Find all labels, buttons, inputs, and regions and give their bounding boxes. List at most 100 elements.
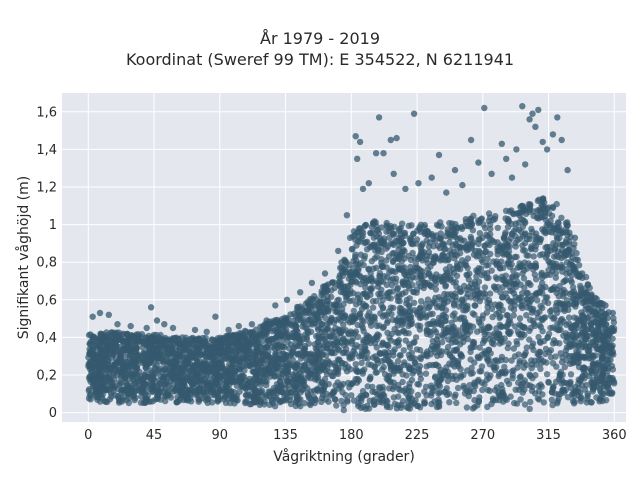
- data-point: [330, 389, 337, 397]
- data-point: [489, 216, 497, 224]
- data-point: [452, 391, 459, 398]
- data-point: [598, 313, 606, 320]
- data-point: [541, 272, 548, 279]
- data-point-outlier: [475, 159, 482, 166]
- data-point: [401, 307, 408, 315]
- data-point: [524, 381, 531, 388]
- data-point: [479, 386, 486, 394]
- data-point: [252, 398, 259, 406]
- data-point: [498, 392, 505, 399]
- data-point: [504, 223, 512, 231]
- data-point: [599, 336, 606, 343]
- data-point: [180, 396, 188, 404]
- data-point: [534, 297, 541, 304]
- data-point: [432, 373, 439, 380]
- data-point: [556, 282, 563, 290]
- data-point: [520, 207, 527, 214]
- data-point: [193, 374, 200, 381]
- data-point: [526, 327, 533, 335]
- data-point: [442, 266, 450, 273]
- data-point-outlier: [543, 146, 551, 153]
- data-point: [348, 392, 355, 399]
- data-point: [410, 230, 417, 237]
- data-point: [186, 341, 193, 348]
- data-point: [504, 329, 512, 336]
- data-point-outlier: [554, 114, 561, 121]
- data-point: [583, 298, 590, 305]
- data-point: [152, 366, 160, 373]
- data-point: [575, 262, 583, 269]
- data-point: [331, 360, 338, 367]
- data-point: [409, 370, 416, 377]
- data-point: [200, 360, 208, 367]
- data-point: [491, 366, 498, 374]
- data-point: [161, 338, 168, 345]
- data-point: [196, 379, 203, 386]
- data-point: [535, 314, 542, 321]
- data-point: [301, 345, 309, 352]
- data-point: [424, 353, 431, 360]
- x-tick-label: 315: [536, 428, 561, 443]
- data-point: [149, 375, 156, 383]
- data-point: [355, 400, 362, 407]
- data-point: [370, 398, 377, 405]
- data-point: [500, 398, 507, 405]
- data-point: [406, 341, 413, 348]
- data-point: [101, 397, 108, 404]
- data-point: [567, 371, 575, 378]
- data-point: [434, 304, 441, 311]
- data-point: [394, 263, 402, 270]
- data-point: [453, 399, 460, 407]
- data-point: [86, 340, 93, 347]
- data-point-outlier: [503, 155, 510, 162]
- data-point: [425, 243, 433, 250]
- data-point: [318, 291, 325, 299]
- data-point: [476, 319, 483, 326]
- data-point: [475, 376, 482, 384]
- data-point: [373, 277, 380, 285]
- data-point: [515, 386, 523, 393]
- data-point-outlier: [602, 302, 609, 309]
- data-point: [385, 385, 393, 392]
- data-point-outlier: [387, 136, 394, 144]
- data-point: [259, 392, 266, 399]
- data-point: [270, 393, 278, 400]
- data-point: [530, 208, 537, 215]
- data-point: [275, 373, 283, 380]
- data-point: [416, 326, 423, 333]
- data-point: [519, 301, 526, 309]
- data-point: [301, 350, 308, 357]
- data-point: [467, 215, 474, 222]
- data-point: [202, 341, 209, 348]
- data-point: [549, 401, 556, 409]
- y-tick-label: 1,6: [36, 105, 57, 120]
- data-point: [235, 365, 243, 372]
- data-point: [510, 312, 517, 319]
- data-point: [422, 229, 429, 237]
- data-point-outlier: [558, 136, 565, 144]
- data-point: [383, 219, 390, 227]
- data-point-outlier: [343, 212, 351, 219]
- data-point: [349, 351, 356, 358]
- data-point: [464, 367, 471, 374]
- data-point: [446, 239, 453, 246]
- data-point: [526, 371, 533, 378]
- data-point: [556, 224, 563, 231]
- data-point: [257, 381, 264, 388]
- data-point: [322, 314, 329, 321]
- data-point: [371, 314, 378, 322]
- data-point: [562, 251, 570, 259]
- data-point: [97, 384, 104, 392]
- data-point-outlier: [335, 247, 342, 255]
- data-point: [367, 275, 374, 282]
- data-point: [416, 346, 424, 354]
- data-point-outlier: [526, 116, 533, 123]
- data-point: [403, 390, 410, 397]
- data-point: [398, 220, 406, 227]
- data-point: [369, 388, 376, 395]
- data-point: [433, 361, 440, 368]
- data-point: [384, 329, 391, 336]
- data-point-outlier: [297, 289, 304, 296]
- data-point: [602, 341, 610, 348]
- data-point: [332, 316, 339, 324]
